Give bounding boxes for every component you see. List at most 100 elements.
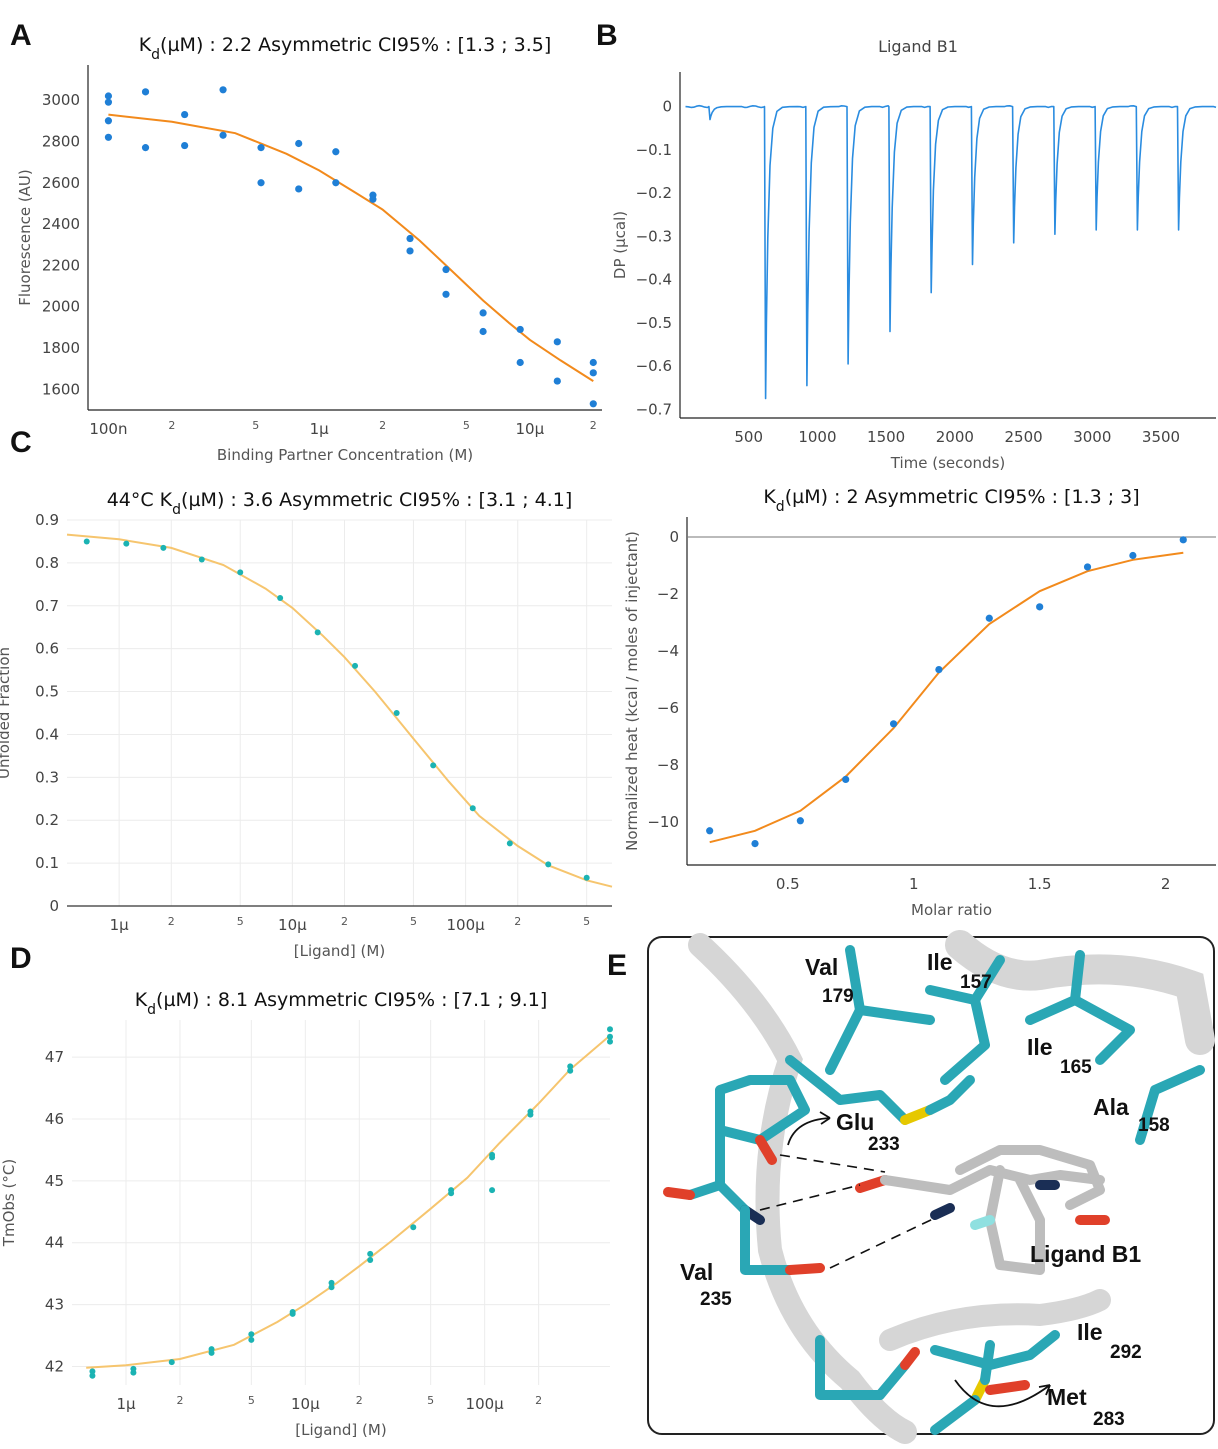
chart-c-xminor-5: 5: [583, 915, 590, 928]
stick-ligand-ring-a: [955, 1145, 1105, 1210]
chart-b-thermogram-ytick-6: −0.6: [636, 357, 672, 375]
chart-d-ytick-2: 44: [45, 1234, 64, 1252]
chart-b-isotherm-ytick-5: −10: [647, 813, 679, 831]
residue-sticks: [663, 945, 1205, 1435]
ribbon: [688, 930, 1215, 1444]
chart-d-point-1: [89, 1372, 96, 1379]
chart-a-xminor-4: 2: [590, 419, 597, 432]
chart-d-point-27: [607, 1038, 613, 1045]
chart-c-point-13: [583, 874, 590, 881]
chart-c-title: 44°C Kd(µM) : 3.6 Asymmetric CI95% : [3.…: [107, 489, 573, 518]
chart-d-point-25: [607, 1026, 613, 1033]
chart-c-point-1: [123, 540, 130, 547]
chart-a-point-27: [553, 377, 561, 385]
chart-d-point-15: [410, 1224, 417, 1231]
chart-d-ytick-4: 46: [45, 1110, 64, 1128]
stick-ile157-b: [940, 995, 990, 1085]
chart-a-ytick-4: 2400: [42, 215, 80, 233]
chart-c-point-0: [83, 538, 90, 545]
chart-a-xminor-2: 2: [379, 419, 386, 432]
chart-c-xtick-0: 1µ: [110, 916, 130, 934]
chart-d-ytick-5: 47: [45, 1048, 64, 1066]
chart-a-point-21: [442, 290, 450, 298]
chart-a-point-13: [295, 185, 303, 193]
chart-b-isotherm-ytick-0: 0: [669, 528, 679, 546]
stick-ala158: [1135, 1065, 1205, 1145]
chart-d-point-22: [527, 1111, 534, 1118]
residue-number-2: 165: [1060, 1057, 1092, 1078]
chart-a-point-0: [104, 92, 113, 100]
residue-number-4: 233: [868, 1134, 900, 1155]
chart-d-ylabel: TmObs (°C): [0, 1159, 18, 1247]
chart-b-thermogram-xtick-6: 3500: [1142, 428, 1180, 446]
chart-c-point-12: [545, 861, 552, 868]
chart-b-thermogram: 0 −0.1 −0.2 −0.3 −0.4 −0.5 −0.6 −0.7 500 1000 1500…: [611, 37, 1217, 472]
chart-d-xminor-1: 5: [248, 1394, 255, 1407]
chart-a-xtick-2: 10µ: [516, 420, 545, 438]
chart-c-ytick-1: 0.1: [35, 854, 59, 872]
chart-b-thermogram-ytick-2: −0.2: [636, 184, 672, 202]
chart-a-ylabel: Fluorescence (AU): [16, 169, 34, 306]
chart-b-thermogram-xtick-3: 2000: [936, 428, 974, 446]
chart-a-point-25: [516, 358, 524, 367]
residue-name-3: Ala: [1093, 1094, 1129, 1120]
residue-number-3: 158: [1138, 1115, 1170, 1136]
stick-ligand-ring-b: [985, 1165, 1045, 1275]
chart-b-isotherm-xtick-2: 1.5: [1028, 875, 1052, 893]
chart-a-fit-line: [108, 113, 594, 382]
chart-b-isotherm-point-4: [889, 720, 898, 728]
chart-d-point-26: [607, 1033, 613, 1040]
chart-b-thermogram-xtick-4: 2500: [1004, 428, 1042, 446]
chart-c-point-4: [237, 569, 244, 576]
stick-val179-a: [845, 945, 865, 1015]
panel-label-e: E: [607, 949, 627, 982]
stick-val235-side: [740, 1205, 795, 1275]
chart-c-xminor-3: 5: [410, 915, 417, 928]
chart-a-xlabel: Binding Partner Concentration (M): [217, 446, 473, 464]
chart-b-isotherm-point-1: [751, 840, 759, 848]
stick-lig-nitrogen: [930, 1203, 955, 1220]
chart-d-point-10: [289, 1310, 296, 1317]
chart-b-thermogram-ytick-3: −0.3: [636, 227, 672, 245]
chart-d-ytick-3: 45: [45, 1172, 64, 1190]
chart-b-thermogram-ytick-1: −0.1: [636, 141, 672, 159]
stick-oxygen-2: [755, 1135, 777, 1165]
residue-number-7: 283: [1093, 1409, 1125, 1430]
chart-a: 1600 1800 2000 2200 2400 2600 2800 3000 100n 1µ 10…: [16, 34, 602, 464]
chart-b-isotherm-ytick-4: −8: [657, 756, 679, 774]
chart-b-isotherm-ytick-1: −2: [657, 585, 679, 603]
chart-a-point-26: [553, 338, 561, 346]
chart-d-xminor-0: 2: [176, 1394, 183, 1407]
ligand-label: Ligand B1: [1030, 1241, 1141, 1267]
chart-c-point-8: [393, 710, 400, 716]
chart-d-xtick-2: 100µ: [466, 1395, 505, 1413]
chart-a-point-22: [479, 309, 487, 317]
chart-b-isotherm-xtick-0: 0.5: [776, 875, 800, 893]
chart-a-point-12: [295, 139, 303, 148]
chart-a-ytick-3: 2200: [42, 256, 80, 274]
chart-a-point-5: [141, 144, 150, 152]
chart-a-ytick-0: 1600: [42, 380, 80, 398]
chart-d-point-14: [367, 1257, 374, 1264]
chart-b-isotherm-point-0: [706, 827, 714, 835]
chart-a-point-10: [257, 144, 265, 152]
hbond-lines: [759, 1154, 936, 1269]
chart-b-thermogram-xtick-0: 500: [734, 428, 763, 446]
chart-a-point-24: [516, 325, 524, 334]
chart-b-thermogram-ytick-0: 0: [662, 98, 672, 116]
stick-ile165-b: [1070, 995, 1135, 1065]
chart-a-xminor-1: 5: [252, 419, 259, 432]
chart-c-ytick-3: 0.3: [35, 768, 59, 786]
residue-number-0: 179: [822, 986, 854, 1007]
chart-a-point-2: [104, 117, 113, 125]
stick-oxygen-5: [985, 1380, 1030, 1395]
chart-c-xminor-0: 2: [168, 915, 175, 928]
chart-d: 42 43 44 45 46 47 1µ 10µ 100µ 2 5 2 5 2 [Ligand] (M) Tm…: [0, 989, 613, 1439]
stick-oxygen-1: [663, 1187, 695, 1200]
chart-b-isotherm-xtick-3: 2: [1161, 875, 1171, 893]
chart-a-point-1: [104, 98, 113, 106]
panel-label-d: D: [10, 942, 32, 975]
chart-b-isotherm-ytick-2: −4: [657, 642, 679, 660]
